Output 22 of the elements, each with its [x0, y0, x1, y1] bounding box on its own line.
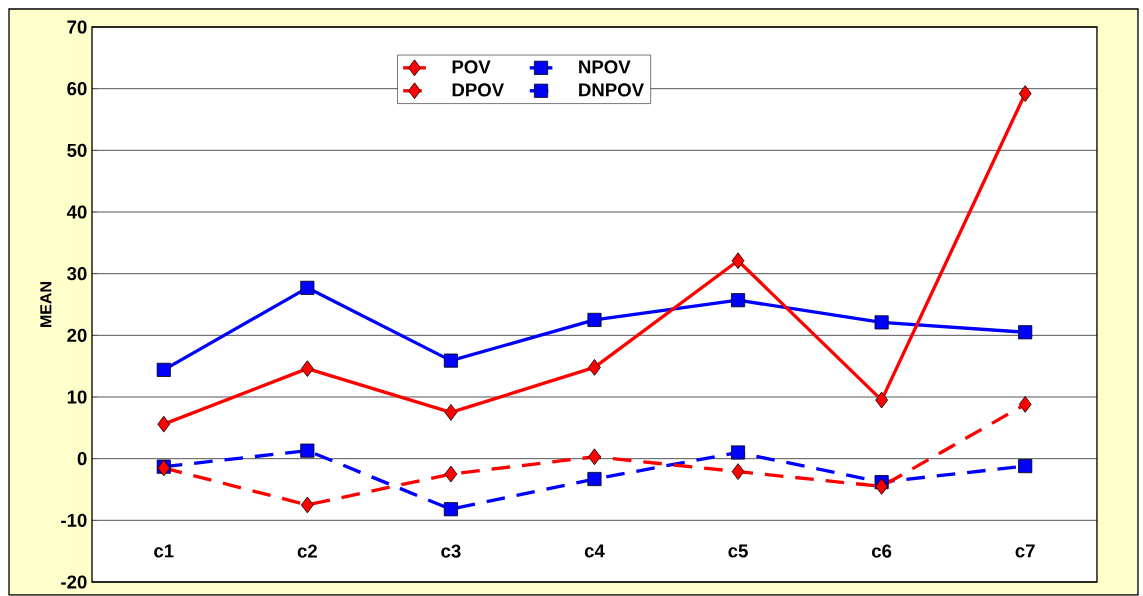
x-tick-label: c4 [584, 544, 605, 558]
legend-label: DPOV [452, 83, 505, 97]
y-axis-title: MEAN [40, 282, 52, 328]
y-tick-label: 60 [67, 82, 87, 96]
y-tick-label: 0 [77, 452, 87, 466]
y-tick-label: 40 [66, 205, 87, 219]
legend-label: NPOV [579, 60, 631, 74]
y-tick-label: 10 [67, 390, 87, 404]
x-tick-label: c3 [441, 544, 461, 558]
y-tick-label: 30 [67, 267, 87, 281]
x-tick-label: c2 [297, 544, 317, 558]
x-tick-label: c6 [872, 544, 892, 558]
legend-label: POV [452, 60, 491, 74]
x-tick-label: c5 [728, 544, 748, 558]
y-tick-label: 20 [67, 328, 87, 343]
y-tick-label: 50 [67, 143, 87, 158]
y-tick-label: 70 [67, 20, 87, 34]
legend-label: DNPOV [579, 83, 644, 97]
y-tick-label: -20 [61, 575, 87, 589]
x-tick-label: c7 [1015, 544, 1035, 558]
y-tick-label: -10 [61, 513, 87, 528]
x-tick-label: c1 [154, 544, 174, 558]
